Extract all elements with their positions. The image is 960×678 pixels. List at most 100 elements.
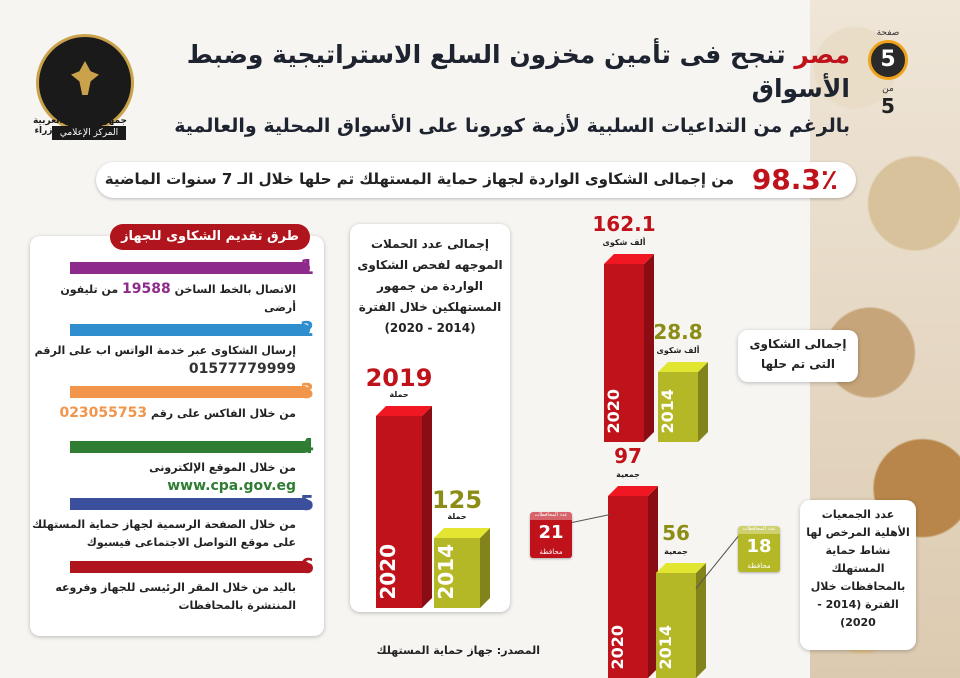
complaints-note-text: إجمالى الشكاوى التى تم حلها — [749, 337, 847, 371]
eagle-icon — [71, 61, 99, 95]
bar-face: 2020 — [608, 496, 648, 678]
method-item: 3 من خلال الفاكس على رقم 023055753 — [40, 379, 316, 452]
method-contact-value: 01577779999 — [188, 361, 296, 377]
chart-bar: 2020 — [608, 486, 658, 678]
chart-bar: 2014 — [434, 528, 490, 608]
bar-unit-label: ألف شكوى — [656, 346, 700, 355]
method-text-main: من خلال الموقع الإلكترونى — [149, 461, 296, 474]
bar-unit-label: ألف شكوى — [602, 238, 646, 247]
method-text-extra: على موقع التواصل الاجتماعى فيسبوك — [86, 536, 296, 549]
bar-category-label: 2014 — [434, 544, 458, 600]
page-number: 5 — [868, 40, 908, 80]
method-color-bar — [70, 561, 310, 573]
method-item: 4 من خلال الموقع الإلكترونى www.cpa.gov.e… — [40, 434, 316, 507]
bar-value-label: 28.8 — [653, 320, 703, 344]
method-number: 2 — [300, 317, 314, 341]
associations-note: عدد الجمعيات الأهلية المرخص لها نشاط حما… — [800, 500, 916, 650]
bar-value-label: 2019 — [365, 364, 433, 392]
bar-category-label: 2020 — [376, 544, 400, 600]
associations-note-text: عدد الجمعيات الأهلية المرخص لها نشاط حما… — [806, 508, 910, 629]
page-subtitle: بالرغم من التداعيات السلبية لأزمة كورونا… — [174, 115, 850, 137]
method-color-bar — [70, 441, 310, 453]
complaint-methods-panel: طرق تقديم الشكاوى للجهاز 1 الاتصال بالخط … — [30, 224, 324, 636]
badge-header — [738, 526, 780, 534]
governorates-badge: عدد المحافظات 18 محافظة — [738, 526, 780, 572]
banner-text: من إجمالى الشكاوى الواردة لجهاز حماية ال… — [104, 170, 734, 188]
page-indicator: صفحة 5 من 5 — [868, 28, 908, 118]
resolved-percent: 98.3٪ — [751, 163, 838, 196]
method-text: الاتصال بالخط الساخن 19588 من تليفون أرض… — [26, 280, 296, 317]
bar-value-label: 97 — [614, 444, 642, 468]
bar-unit-label: جمعية — [664, 546, 688, 556]
method-color-bar — [70, 386, 310, 398]
method-number: 6 — [300, 554, 314, 578]
bar-value-label: 56 — [662, 520, 690, 545]
bar-category-label: 2014 — [658, 389, 677, 434]
badge-header — [530, 512, 572, 520]
source-note: المصدر: جهاز حماية المستهلك — [376, 644, 540, 657]
title-text: تنجح فى تأمين مخزون السلع الاستراتيجية و… — [186, 40, 850, 103]
chart-bar: 2014 — [658, 362, 708, 442]
method-item: 2 إرسال الشكاوى عبر خدمة الواتس اب على ال… — [35, 317, 316, 390]
method-text-main: إرسال الشكاوى عبر خدمة الواتس اب على الر… — [34, 344, 296, 357]
method-item: 6 باليد من خلال المقر الرئيسى للجهاز وفرو… — [40, 554, 316, 627]
method-item: 1 الاتصال بالخط الساخن 19588 من تليفون أر… — [40, 255, 316, 328]
method-text: من خلال الصفحة الرسمية لجهاز حماية المست… — [26, 516, 296, 552]
bar-category-label: 2014 — [656, 625, 675, 670]
badge-header-text: عدد المحافظات — [534, 512, 568, 518]
method-text-main: الاتصال بالخط الساخن — [170, 283, 296, 296]
method-text-main: باليد من خلال المقر الرئيسى للجهاز وفروع… — [55, 581, 296, 594]
bar-category-label: 2020 — [604, 389, 623, 434]
connector-line — [571, 514, 611, 523]
page-of-label: من — [882, 84, 894, 94]
page-label: صفحة — [876, 28, 900, 38]
governorates-badge: عدد المحافظات 21 محافظة — [530, 512, 572, 558]
bar-face: 2020 — [604, 264, 644, 442]
method-text: من خلال الموقع الإلكترونى www.cpa.gov.eg — [26, 459, 296, 496]
chart-bar: 2020 — [604, 254, 654, 442]
method-color-bar — [70, 498, 310, 510]
method-text-extra: من تليفون أرضى — [60, 283, 296, 314]
bar-face: 2014 — [656, 572, 696, 678]
logo-line-1: جمهورية مصر العربية — [32, 116, 128, 126]
logo-line-3: المركز الإعلامي — [52, 126, 126, 140]
method-number: 1 — [300, 255, 314, 279]
bar-unit-label: جمعية — [616, 470, 640, 479]
campaigns-note: إجمالى عدد الحملات الموجهه لفحص الشكاوى … — [357, 237, 503, 335]
bar-unit-label: حملة — [389, 390, 409, 399]
method-number: 3 — [300, 379, 314, 403]
bar-side — [480, 528, 490, 608]
method-contact-value: 023055753 — [59, 405, 148, 421]
bar-side — [698, 362, 708, 442]
method-text: من خلال الفاكس على رقم 023055753 — [26, 404, 296, 423]
bar-category-label: 2020 — [608, 625, 627, 670]
governorates-unit: محافظة — [539, 548, 563, 556]
bar-value-label: 162.1 — [592, 212, 656, 236]
method-contact-value: 19588 — [122, 281, 171, 297]
governorates-unit: محافظة — [747, 562, 771, 570]
badge-header-text: عدد المحافظات — [742, 526, 776, 532]
government-logo — [36, 34, 134, 132]
header: مصر تنجح فى تأمين مخزون السلع الاستراتيج… — [150, 38, 850, 140]
title-highlight: مصر — [794, 40, 850, 69]
page-title: مصر تنجح فى تأمين مخزون السلع الاستراتيج… — [150, 38, 850, 106]
bar-value-label: 125 — [431, 486, 483, 514]
method-contact-value: www.cpa.gov.eg — [167, 478, 296, 494]
governorates-count: 21 — [538, 522, 564, 543]
bar-face: 2020 — [376, 416, 422, 608]
method-text: باليد من خلال المقر الرئيسى للجهاز وفروع… — [26, 579, 296, 615]
bar-face: 2014 — [434, 538, 480, 608]
method-text: إرسال الشكاوى عبر خدمة الواتس اب على الر… — [26, 342, 296, 379]
methods-title: طرق تقديم الشكاوى للجهاز — [110, 224, 310, 250]
governorates-count: 18 — [746, 536, 772, 557]
chart-bar: 2014 — [656, 562, 706, 678]
method-item: 5 من خلال الصفحة الرسمية لجهاز حماية المس… — [32, 491, 316, 564]
method-color-bar — [70, 262, 310, 274]
method-text-main: من خلال الصفحة الرسمية لجهاز حماية المست… — [32, 518, 296, 531]
method-text-extra: المنتشرة بالمحافظات — [178, 599, 296, 612]
method-number: 5 — [300, 491, 314, 515]
method-number: 4 — [300, 434, 314, 458]
chart-bar: 2020 — [376, 406, 432, 608]
page-total: 5 — [881, 94, 895, 118]
headline-banner: 98.3٪ من إجمالى الشكاوى الواردة لجهاز حم… — [96, 162, 856, 198]
